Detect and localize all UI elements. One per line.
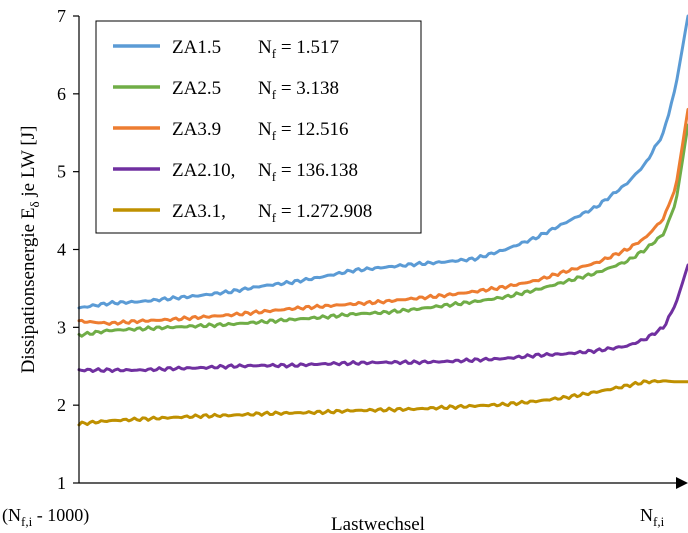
legend-name-4: ZA3.1, [172,201,226,222]
legend-nf-label-4: N [258,201,272,222]
series-line-0 [77,14,688,310]
x-tick-left-main: (N [2,505,21,526]
y-tick-label: 5 [57,162,66,182]
legend-name-1: ZA2.5 [172,78,221,99]
series-line-2 [77,107,688,326]
x-tick-left-suffix: - 1000) [32,505,89,526]
legend-name-2: ZA3.9 [172,119,221,140]
y-tick-label: 6 [57,84,66,104]
legend-nf-label-0: N [258,37,272,58]
legend-nf-sub-4: f [272,210,277,225]
legend-nf-label-3: N [258,160,272,181]
legend-nf-value-0: = 1.517 [276,37,339,58]
legend-nf-sub-3: f [272,169,277,184]
legend-name-3: ZA2.10, [172,160,235,181]
legend-nf-value-1: = 3.138 [276,78,339,99]
legend-nf-label-1: N [258,78,272,99]
x-axis-title: Lastwechsel [331,514,425,533]
legend-nf-value-2: = 12.516 [276,119,348,140]
x-tick-left-sub: f,i [21,514,33,529]
legend-nf-2: Nf = 12.516 [258,119,349,143]
y-axis-title-sub: δ [27,201,42,207]
legend-nf-label-2: N [258,119,272,140]
y-tick-label: 1 [57,473,66,493]
y-axis-title-suffix: je LW [J] [18,126,39,202]
y-tick-label: 2 [57,395,66,415]
legend-nf-3: Nf = 136.138 [258,160,358,184]
legend-nf-4: Nf = 1.272.908 [258,201,372,225]
x-tick-right-main: N [640,505,653,525]
legend-nf-sub-2: f [272,128,277,143]
y-tick-label: 4 [57,240,66,260]
y-tick-label: 7 [57,6,66,26]
y-tick-label: 3 [57,317,66,337]
legend-nf-0: Nf = 1.517 [258,37,339,61]
plot-lines [77,14,688,427]
y-axis-title: Dissipationsenergie Eδ je LW [J] [18,126,42,374]
series-line-3 [77,263,688,374]
x-axis-arrow [676,477,688,489]
legend-nf-sub-0: f [272,46,277,61]
x-tick-label-left: (Nf,i - 1000) [2,505,89,529]
series-line-1 [77,123,688,338]
y-axis-title-main: Dissipationsenergie E [18,208,39,374]
legend-nf-1: Nf = 3.138 [258,78,339,102]
legend-nf-value-4: = 1.272.908 [276,201,372,222]
legend: ZA1.5 Nf = 1.517 ZA2.5 Nf = 3.138 ZA3.9 Nf = … [95,20,422,234]
x-tick-label-right: Nf,i [640,505,665,529]
legend-nf-value-3: = 136.138 [276,160,358,181]
series-line-4 [77,379,688,427]
legend-name-0: ZA1.5 [172,37,221,58]
x-tick-right-sub: f,i [653,514,665,529]
legend-nf-sub-1: f [272,87,277,102]
